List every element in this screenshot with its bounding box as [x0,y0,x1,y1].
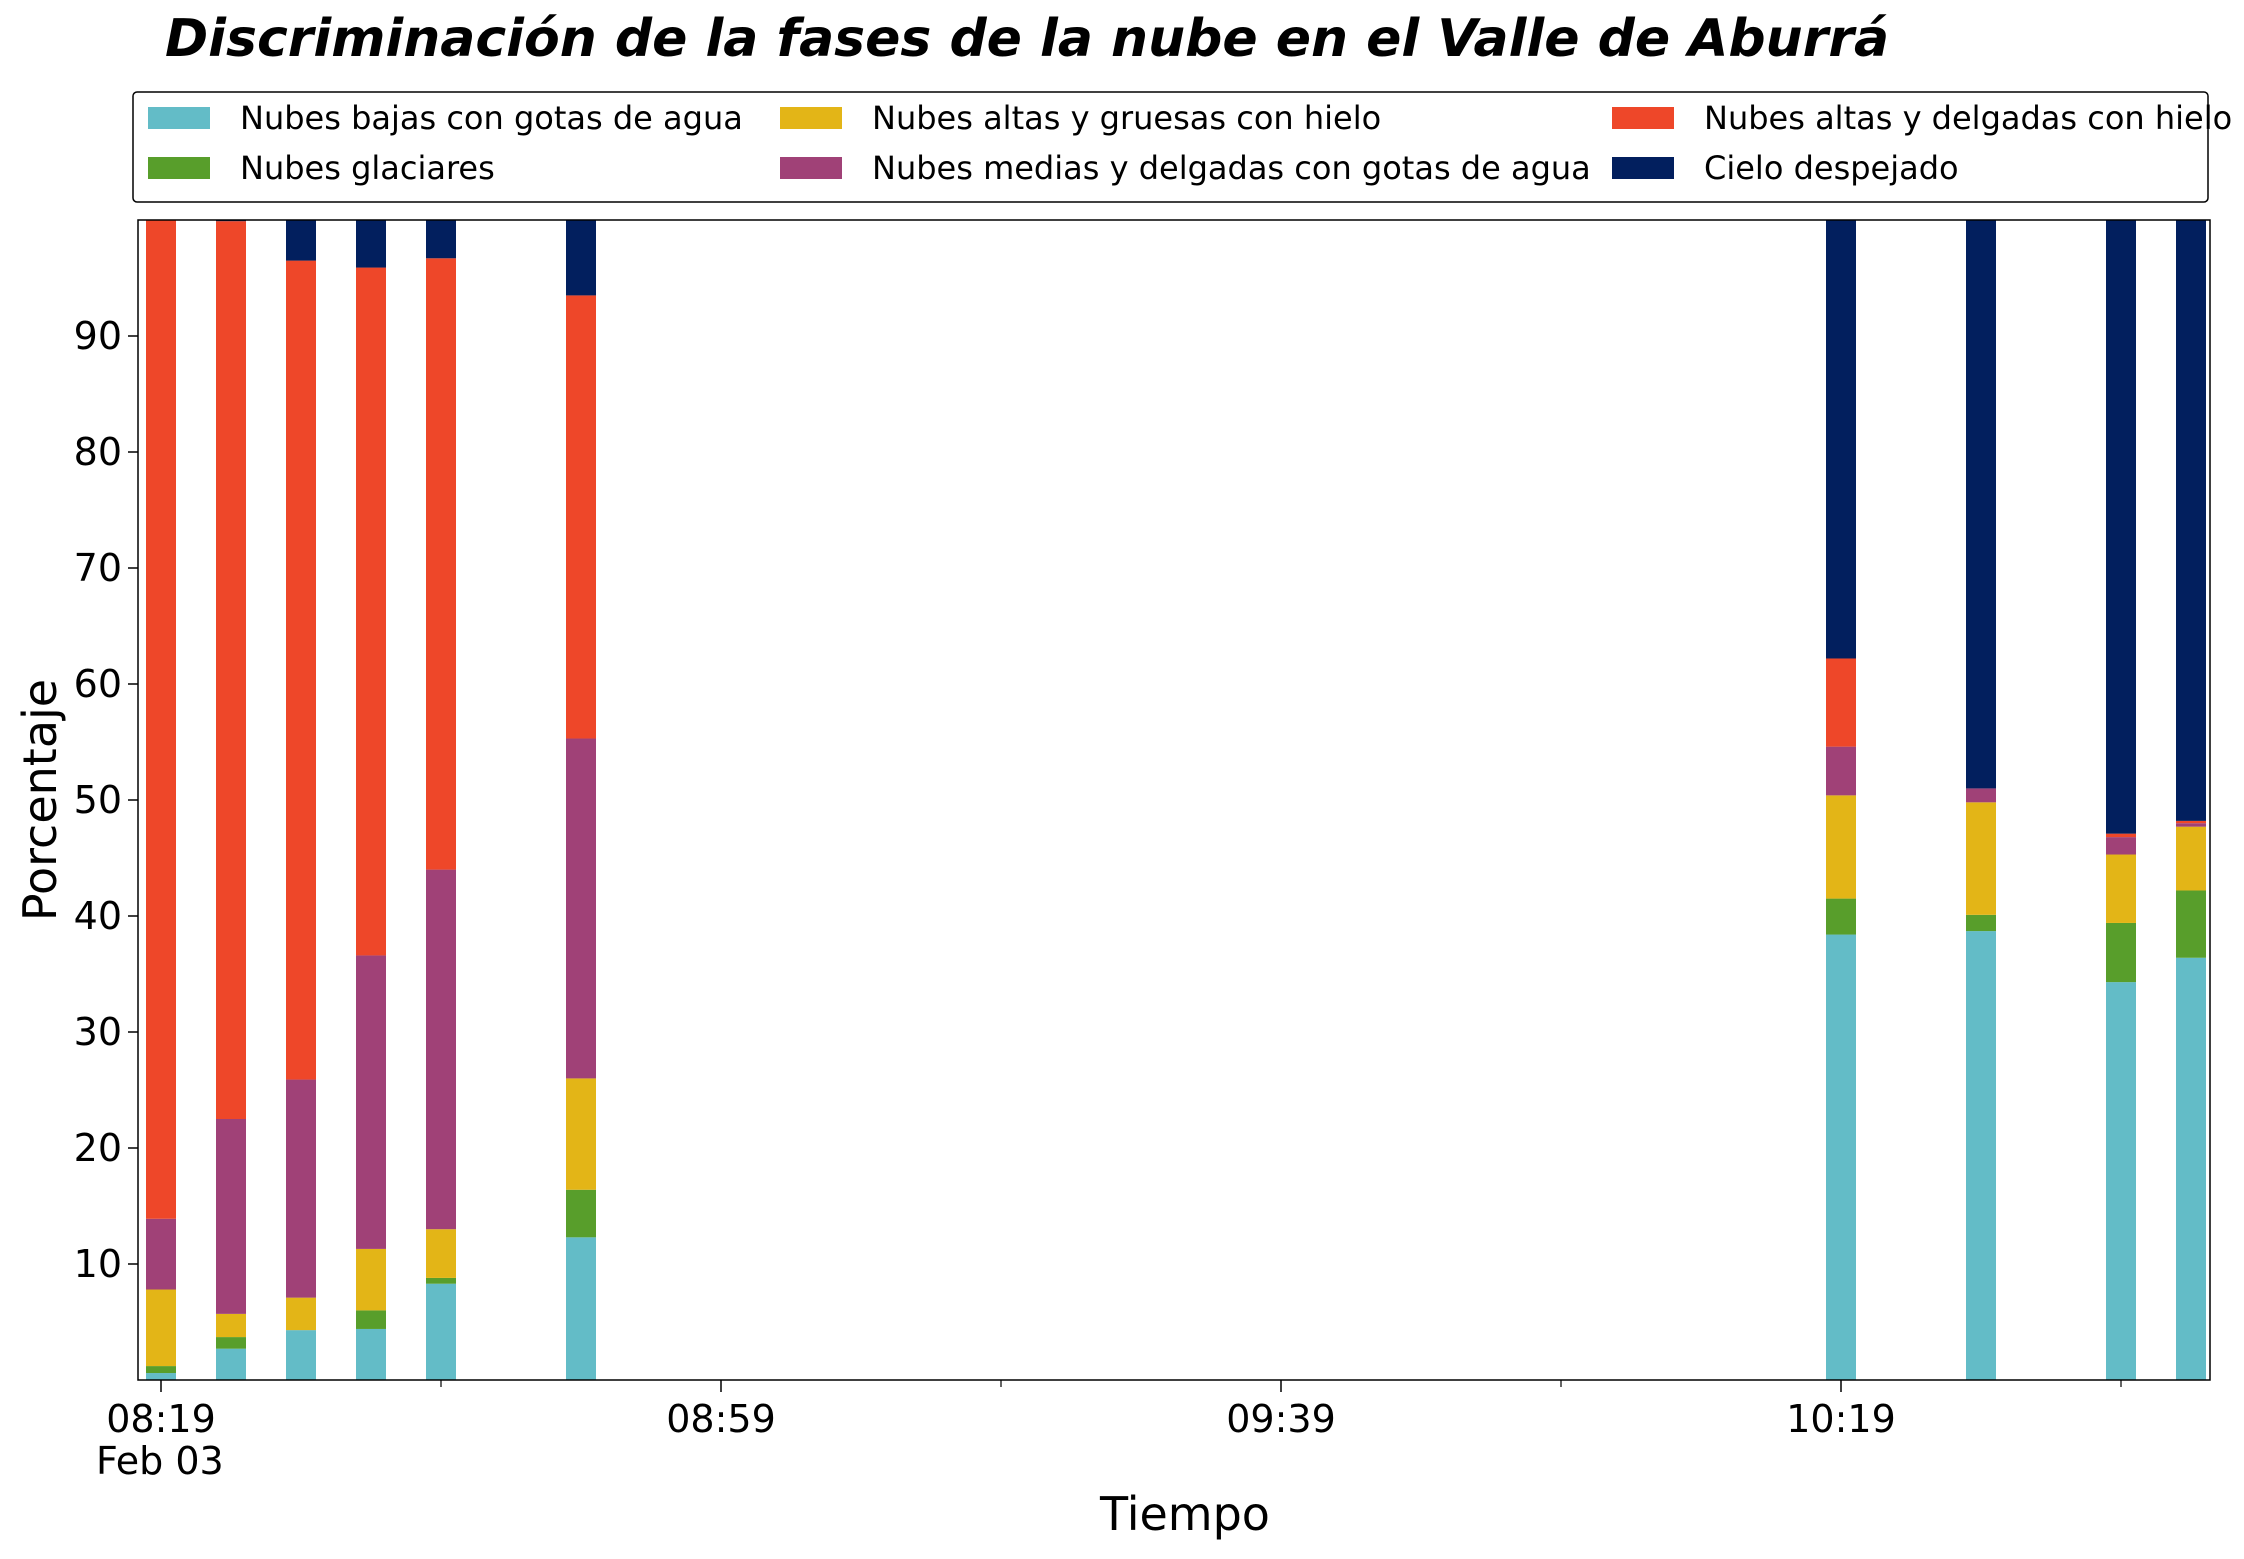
bar-segment-low [146,1373,176,1380]
bar-segment-mid_thin [566,738,596,1079]
bar-segment-high_thick [216,1313,246,1338]
bar-segment-high_thick [1966,802,1996,915]
bar-segment-low [216,1348,246,1380]
bar-segment-high_thick [566,1078,596,1190]
legend-swatch-clear [1612,157,1674,179]
legend-label-glacial: Nubes glaciares [240,149,495,187]
chart-title: Discriminación de la fases de la nube en… [165,9,1889,69]
x-tick-label: 10:19 [1786,1397,1896,1441]
bar-segment-high_thick [146,1289,176,1367]
bar-segment-high_thin [566,295,596,739]
bar-segment-high_thin [426,258,456,870]
legend: Nubes bajas con gotas de agua Nubes glaci… [148,99,2232,187]
bar-segment-mid_thin [146,1218,176,1290]
bar-segment-mid_thin [426,869,456,1230]
bar-segment-mid_thin [286,1079,316,1298]
bar-segment-clear [566,220,596,296]
bar-segment-glacial [2176,890,2206,958]
bar-segment-low [426,1283,456,1380]
bar-segment-glacial [146,1366,176,1374]
bar-segment-glacial [2106,922,2136,983]
legend-swatch-low [148,107,210,129]
y-tick-label: 30 [74,1010,122,1054]
y-tick-label: 50 [74,778,122,822]
legend-label-high_thick: Nubes altas y gruesas con hielo [872,99,1381,137]
bar-segment-low [286,1330,316,1380]
bar-segment-clear [356,220,386,268]
bar-segment-low [2106,982,2136,1380]
bar-segment-glacial [356,1310,386,1329]
bar-segment-high_thick [356,1248,386,1311]
bar-segment-high_thick [426,1229,456,1278]
bar-segment-high_thin [286,260,316,1080]
x-axis-label: Tiempo [1099,1487,1270,1541]
bar-segment-clear [1826,220,1856,659]
x-date-label: Feb 03 [96,1439,224,1483]
y-tick-label: 80 [74,430,122,474]
bar-segment-low [566,1237,596,1380]
legend-swatch-high_thick [780,107,842,129]
bar-segment-glacial [426,1277,456,1284]
bar-segment-low [1966,931,1996,1380]
x-tick-label: 08:19 [106,1397,216,1441]
bar-segment-high_thin [1826,658,1856,747]
bar-segment-mid_thin [216,1119,246,1314]
legend-swatch-high_thin [1612,107,1674,129]
bar-segment-high_thin [146,220,176,1219]
bar-segment-high_thin [2106,833,2136,838]
y-tick-label: 20 [74,1126,122,1170]
bar-segment-glacial [1826,898,1856,935]
bar-segment-high_thick [1826,795,1856,899]
bar-segment-clear [2176,220,2206,821]
bar-segment-clear [286,220,316,261]
bar-segment-clear [1966,220,1996,789]
bar-segment-clear [426,220,456,259]
x-tick-label: 09:39 [1226,1397,1336,1441]
y-axis-label: Porcentaje [13,679,67,921]
y-tick-label: 40 [74,894,122,938]
bar-segment-mid_thin [1966,788,1996,803]
x-tick-label: 08:59 [666,1397,776,1441]
legend-label-low: Nubes bajas con gotas de agua [240,99,743,137]
bar-segment-clear [2106,220,2136,834]
bar-segment-high_thin [356,267,386,956]
y-tick-label: 90 [74,314,122,358]
bar-segment-low [356,1328,386,1380]
legend-label-mid_thin: Nubes medias y delgadas con gotas de agu… [872,149,1591,187]
legend-label-high_thin: Nubes altas y delgadas con hielo [1704,99,2232,137]
bar-segment-mid_thin [356,955,386,1249]
bar-segment-mid_thin [2176,823,2206,827]
bar-segment-low [2176,957,2206,1380]
bar-segment-high_thin [216,221,246,1119]
legend-box [132,91,2209,203]
y-tick-label: 10 [74,1242,122,1286]
bar-segment-mid_thin [1826,746,1856,796]
bars [146,220,2206,1380]
bar-segment-glacial [1966,914,1996,932]
y-tick-label: 70 [74,546,122,590]
bar-segment-high_thick [286,1297,316,1331]
bar-segment-glacial [216,1337,246,1349]
y-tick-label: 60 [74,662,122,706]
bar-segment-high_thick [2106,854,2136,923]
bar-segment-low [1826,934,1856,1380]
x-axis: 08:1908:5909:3910:1910:5911:3912:1912:59… [106,1380,2122,1441]
bar-segment-high_thin [2176,820,2206,824]
bar-segment-mid_thin [2106,837,2136,855]
bar-segment-glacial [566,1189,596,1238]
legend-swatch-glacial [148,157,210,179]
y-axis: 10 20 30 40 50 60 70 80 90 [74,314,138,1286]
legend-label-clear: Cielo despejado [1704,149,1959,187]
bar-segment-high_thick [2176,826,2206,891]
legend-swatch-mid_thin [780,157,842,179]
